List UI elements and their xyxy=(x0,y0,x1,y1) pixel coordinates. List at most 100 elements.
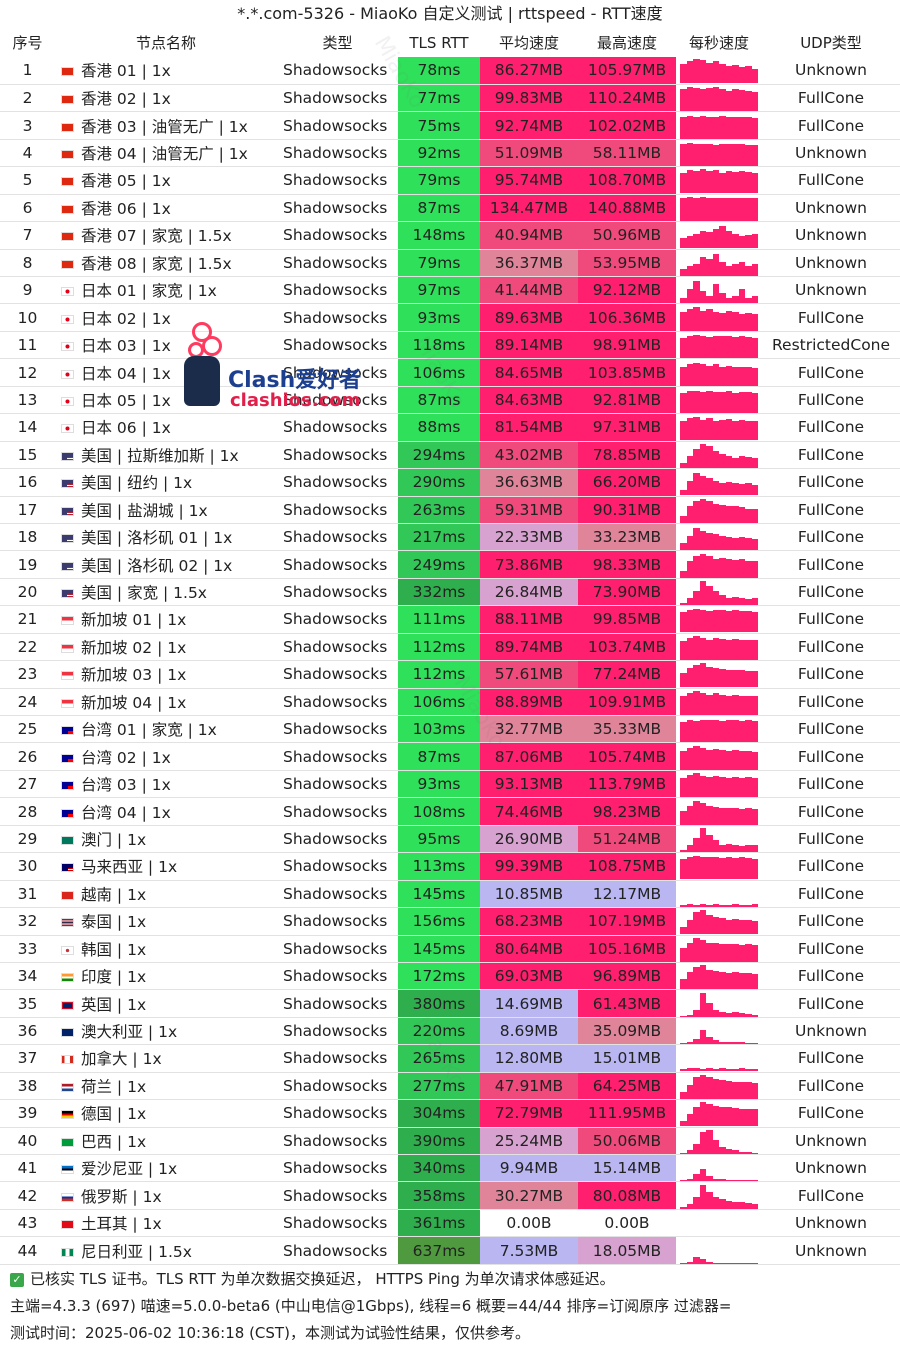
footer-note: 已核实 TLS 证书。TLS RTT 为单次数据交换延迟， HTTPS Ping… xyxy=(30,1270,615,1288)
cell-type: Shadowsocks xyxy=(277,221,398,250)
speed-bar xyxy=(699,291,706,303)
cell-type: Shadowsocks xyxy=(277,660,398,689)
table-row: 28 台湾 04 | 1x Shadowsocks 108ms 74.46MB … xyxy=(0,797,900,826)
cell-udp-type: FullCone xyxy=(762,880,900,909)
cell-type: Shadowsocks xyxy=(277,935,398,963)
cell-type: Shadowsocks xyxy=(277,1181,398,1210)
cell-tls-rtt: 79ms xyxy=(398,249,480,278)
cell-type: Shadowsocks xyxy=(277,166,398,195)
cell-max-speed: 58.11MB xyxy=(578,139,676,168)
table-row: 42 俄罗斯 | 1x Shadowsocks 358ms 30.27MB 80… xyxy=(0,1181,900,1210)
cell-speed-sparkline xyxy=(676,194,762,223)
cell-speed-sparkline xyxy=(676,989,762,1018)
speed-bar xyxy=(738,313,745,331)
speed-bar xyxy=(693,690,700,715)
speed-bar xyxy=(712,116,719,139)
speed-bar xyxy=(725,1180,732,1181)
flag-icon-jp xyxy=(61,342,74,352)
flag-icon-jp xyxy=(61,396,74,406)
node-name: 日本 03 | 1x xyxy=(81,337,171,356)
speed-bar xyxy=(712,692,719,715)
cell-type: Shadowsocks xyxy=(277,1154,398,1183)
table-row: 13 日本 05 | 1x Shadowsocks 87ms 84.63MB 9… xyxy=(0,386,900,415)
cell-udp-type: RestrictedCone xyxy=(762,331,900,360)
speed-bar xyxy=(706,1129,713,1154)
speed-bar xyxy=(738,116,745,139)
speed-bar xyxy=(712,776,719,797)
speed-bar xyxy=(745,508,752,523)
speed-bar xyxy=(686,536,693,550)
speed-bar xyxy=(686,1042,693,1044)
node-name: 澳大利亚 | 1x xyxy=(81,1023,178,1042)
cell-index: 42 xyxy=(0,1181,55,1210)
cell-speed-sparkline xyxy=(676,221,762,250)
speed-bar xyxy=(699,115,706,139)
speed-sparkline xyxy=(676,579,762,605)
speed-bar xyxy=(725,904,732,907)
cell-index: 25 xyxy=(0,715,55,744)
speed-bar xyxy=(686,942,693,962)
footer-line-2: 主端=4.3.3 (697) 喵速=5.0.0-beta6 (中山电信@1Gbp… xyxy=(10,1297,732,1315)
table-row: 5 香港 05 | 1x Shadowsocks 79ms 95.74MB 10… xyxy=(0,166,900,195)
speed-sparkline xyxy=(676,414,762,441)
speed-bar xyxy=(725,116,732,139)
cell-type: Shadowsocks xyxy=(277,276,398,305)
speed-bar xyxy=(680,338,687,358)
cell-avg-speed: 12.80MB xyxy=(480,1044,578,1073)
speed-bar xyxy=(706,116,713,139)
cell-type: Shadowsocks xyxy=(277,962,398,991)
speed-bar xyxy=(712,720,719,742)
cell-speed-sparkline xyxy=(676,907,762,936)
cell-index: 36 xyxy=(0,1017,55,1046)
node-name: 香港 08 | 家宽 | 1.5x xyxy=(81,254,232,273)
cell-avg-speed: 92.74MB xyxy=(480,111,578,140)
cell-speed-sparkline xyxy=(676,962,762,991)
speed-bar xyxy=(693,448,700,468)
speed-bar xyxy=(680,311,687,331)
flag-icon-hk xyxy=(61,177,74,187)
cell-type: Shadowsocks xyxy=(277,468,398,497)
speed-bar xyxy=(725,1080,732,1099)
table-row: 39 德国 | 1x Shadowsocks 304ms 72.79MB 111… xyxy=(0,1099,900,1128)
cell-tls-rtt: 148ms xyxy=(398,221,480,250)
speed-bar xyxy=(738,336,745,358)
speed-bar xyxy=(693,197,700,221)
cell-tls-rtt: 304ms xyxy=(398,1099,480,1128)
cell-tls-rtt: 358ms xyxy=(398,1181,480,1210)
cell-type: Shadowsocks xyxy=(277,413,398,442)
speed-bar xyxy=(680,64,687,84)
speed-sparkline xyxy=(676,1128,762,1154)
node-name: 荷兰 | 1x xyxy=(81,1077,147,1096)
node-name: 日本 06 | 1x xyxy=(81,419,171,438)
speed-bar xyxy=(706,1104,713,1127)
cell-avg-speed: 14.69MB xyxy=(480,989,578,1018)
speed-bar xyxy=(686,336,693,358)
cell-node-name: 日本 05 | 1x xyxy=(55,386,277,415)
speed-bar xyxy=(680,1262,687,1264)
speed-bar xyxy=(686,972,693,989)
speed-bar xyxy=(712,1069,719,1072)
cell-max-speed: 35.09MB xyxy=(578,1017,676,1046)
speed-bar xyxy=(706,555,713,578)
speed-bar xyxy=(719,483,726,495)
cell-index: 8 xyxy=(0,249,55,278)
speed-bar xyxy=(725,265,732,276)
speed-bar xyxy=(732,749,739,770)
speed-bar xyxy=(712,806,719,825)
speed-bar xyxy=(680,778,687,797)
speed-sparkline xyxy=(676,469,762,495)
speed-bar xyxy=(706,749,713,770)
cell-max-speed: 18.05MB xyxy=(578,1236,676,1265)
cell-node-name: 美国 | 家宽 | 1.5x xyxy=(55,578,277,607)
speed-bar xyxy=(745,337,752,358)
node-name: 新加坡 04 | 1x xyxy=(81,693,187,712)
speed-bar xyxy=(725,943,732,962)
speed-bar xyxy=(712,942,719,962)
cell-max-speed: 80.08MB xyxy=(578,1181,676,1210)
cell-tls-rtt: 118ms xyxy=(398,331,480,360)
cell-udp-type: FullCone xyxy=(762,907,900,936)
speed-bar xyxy=(706,445,713,468)
speed-bar xyxy=(732,505,739,523)
cell-udp-type: FullCone xyxy=(762,1181,900,1210)
cell-node-name: 香港 08 | 家宽 | 1.5x xyxy=(55,249,277,278)
